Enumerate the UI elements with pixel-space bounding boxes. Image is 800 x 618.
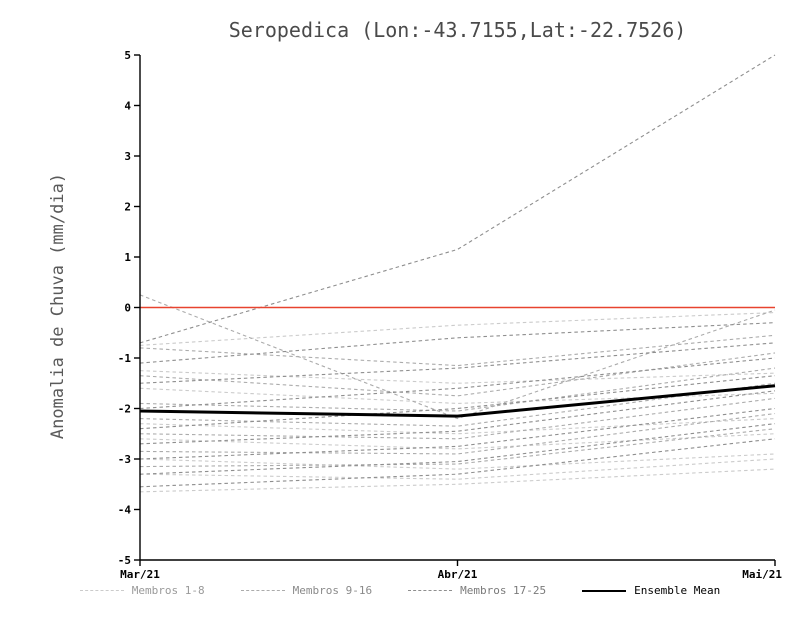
x-tick-label: Mai/21 (742, 568, 782, 581)
y-tick-label: -1 (118, 352, 132, 365)
legend-item-membros-17-25: Membros 17-25 (408, 584, 546, 597)
member-line (139, 367, 776, 412)
member-line (139, 375, 776, 430)
chart-title: Seropedica (Lon:-43.7155,Lat:-22.7526) (228, 18, 687, 42)
member-line (139, 407, 776, 460)
legend-label: Membros 9-16 (292, 584, 373, 597)
member-line (139, 370, 776, 384)
y-tick-label: 3 (124, 150, 131, 163)
legend: Membros 1-8 Membros 9-16 Membros 17-25 E… (0, 584, 800, 597)
legend-item-membros-9-16: Membros 9-16 (240, 584, 373, 597)
member-line (139, 458, 776, 480)
member-line (139, 312, 776, 346)
member-line (139, 342, 776, 384)
legend-label: Membros 1-8 (131, 584, 205, 597)
ensemble-mean-line (139, 384, 776, 418)
dashed-line-sample (79, 590, 124, 591)
member-line (139, 428, 776, 468)
member-line (139, 382, 776, 427)
member-line (139, 433, 776, 450)
member-line (139, 397, 776, 440)
x-tick-label: Abr/21 (438, 568, 478, 581)
legend-label: Ensemble Mean (634, 584, 721, 597)
y-tick-label: -3 (118, 453, 131, 466)
member-line (139, 468, 776, 493)
member-line (139, 423, 776, 475)
y-tick-label: 0 (124, 302, 131, 315)
legend-item-ensemble-mean: Ensemble Mean (582, 584, 720, 597)
member-line (139, 390, 776, 445)
solid-line-sample (582, 589, 627, 592)
member-line (139, 418, 776, 435)
x-tick-label: Mar/21 (120, 568, 160, 581)
y-tick-label: 5 (124, 49, 131, 62)
y-tick-label: -4 (118, 504, 132, 517)
dashed-line-sample (240, 590, 285, 591)
legend-label: Membros 17-25 (460, 584, 547, 597)
member-line (139, 352, 776, 397)
y-tick-label: 1 (124, 251, 131, 264)
member-line (139, 438, 776, 488)
legend-item-membros-1-8: Membros 1-8 (79, 584, 205, 597)
member-line (139, 54, 776, 344)
member-line (139, 322, 776, 364)
y-tick-label: 2 (124, 201, 131, 214)
y-tick-label: -5 (118, 554, 131, 567)
member-line (139, 357, 776, 410)
member-line (139, 413, 776, 455)
y-tick-label: 4 (124, 100, 131, 113)
dashed-line-sample (408, 590, 453, 591)
y-tick-label: -2 (118, 403, 131, 416)
member-line (139, 334, 776, 367)
member-line (139, 294, 776, 420)
member-line (139, 453, 776, 470)
